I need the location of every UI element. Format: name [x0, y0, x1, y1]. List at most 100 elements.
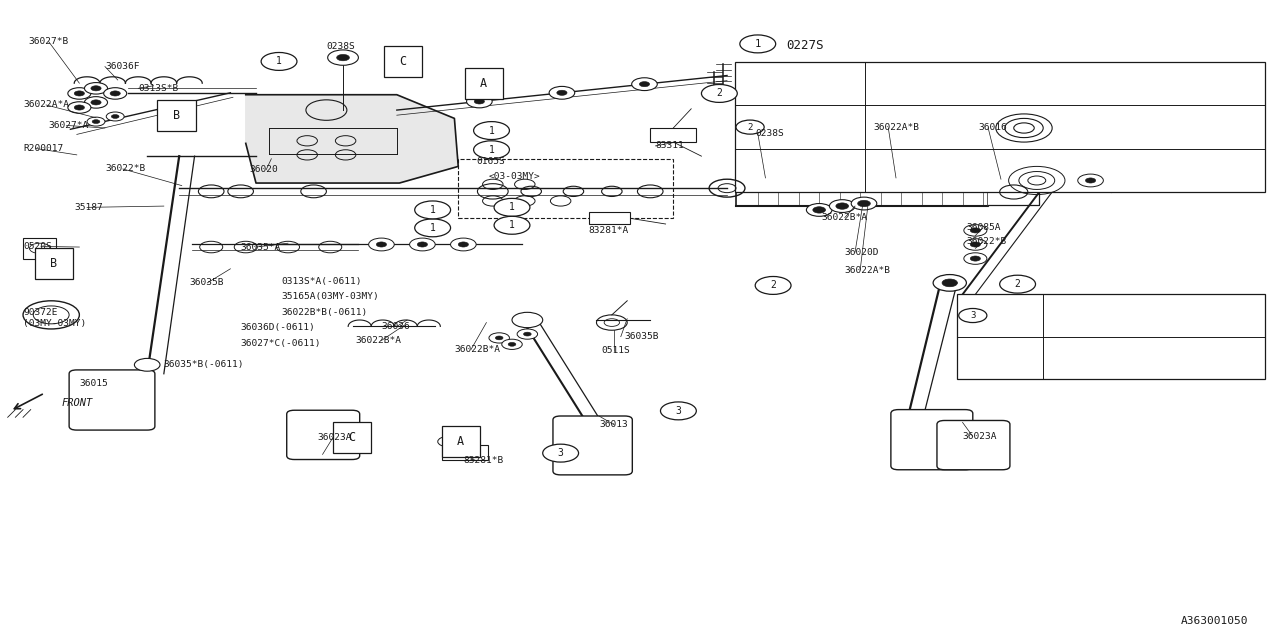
- Circle shape: [91, 86, 101, 91]
- Bar: [458, 159, 673, 218]
- Circle shape: [557, 90, 567, 95]
- Circle shape: [328, 50, 358, 65]
- Text: 35187: 35187: [74, 203, 102, 212]
- Polygon shape: [736, 178, 988, 206]
- Circle shape: [474, 141, 509, 159]
- Bar: [589, 212, 630, 224]
- Circle shape: [87, 117, 105, 126]
- FancyBboxPatch shape: [891, 410, 973, 470]
- Text: 0238S: 0238S: [326, 42, 355, 51]
- Text: (03MY0302-05MY0412): (03MY0302-05MY0412): [1010, 123, 1119, 132]
- Text: 1: 1: [489, 125, 494, 136]
- Text: 36022*B: 36022*B: [105, 164, 145, 173]
- Text: 2: 2: [1015, 279, 1020, 289]
- Circle shape: [495, 336, 503, 340]
- Bar: [465, 68, 503, 99]
- Text: 0100S: 0100S: [792, 166, 820, 175]
- Circle shape: [933, 275, 966, 291]
- Circle shape: [1000, 275, 1036, 293]
- Circle shape: [474, 122, 509, 140]
- Circle shape: [970, 228, 980, 233]
- Text: B: B: [173, 109, 180, 122]
- Circle shape: [489, 333, 509, 343]
- Text: 36036: 36036: [381, 322, 410, 331]
- Circle shape: [68, 88, 91, 99]
- Circle shape: [91, 100, 101, 105]
- Circle shape: [543, 444, 579, 462]
- Circle shape: [453, 433, 468, 440]
- Circle shape: [104, 88, 127, 99]
- Text: 36027*C(-0611): 36027*C(-0611): [241, 339, 321, 348]
- Circle shape: [261, 52, 297, 70]
- Text: 0511S: 0511S: [602, 346, 630, 355]
- Text: 36016: 36016: [978, 124, 1006, 132]
- Text: (         -04MY0303): ( -04MY0303): [1097, 311, 1212, 320]
- Text: 36036D(-0611): 36036D(-0611): [241, 323, 315, 332]
- Text: 36035*A: 36035*A: [241, 243, 280, 252]
- Bar: [650, 128, 696, 142]
- Text: 0227S: 0227S: [786, 39, 823, 52]
- Text: A: A: [480, 77, 488, 90]
- Circle shape: [417, 242, 428, 247]
- Text: 35165A(03MY-03MY): 35165A(03MY-03MY): [282, 292, 379, 301]
- Circle shape: [475, 99, 485, 104]
- Text: (04MY0304-           ): (04MY0304- ): [1091, 353, 1217, 362]
- Bar: [35, 248, 73, 279]
- Circle shape: [549, 86, 575, 99]
- Text: 36085: 36085: [1006, 311, 1036, 320]
- Bar: [735, 62, 1265, 192]
- Text: FRONT: FRONT: [61, 398, 92, 408]
- Text: 0313S*A(-0611): 0313S*A(-0611): [282, 277, 362, 286]
- Bar: [333, 422, 371, 453]
- Text: 36022B*A: 36022B*A: [822, 213, 868, 222]
- Circle shape: [512, 312, 543, 328]
- Circle shape: [410, 238, 435, 251]
- Bar: [384, 46, 422, 77]
- Circle shape: [829, 200, 855, 212]
- Text: 1: 1: [430, 205, 435, 215]
- Circle shape: [964, 239, 987, 250]
- Bar: [442, 426, 480, 457]
- Circle shape: [369, 238, 394, 251]
- Circle shape: [415, 201, 451, 219]
- Circle shape: [736, 120, 764, 134]
- Text: 0520S: 0520S: [23, 242, 51, 251]
- Text: 2: 2: [748, 123, 753, 132]
- Circle shape: [467, 442, 480, 449]
- Text: 0238S: 0238S: [755, 129, 783, 138]
- Circle shape: [755, 276, 791, 294]
- Circle shape: [858, 200, 870, 207]
- Circle shape: [660, 402, 696, 420]
- Text: 36022A*B: 36022A*B: [873, 124, 919, 132]
- Circle shape: [970, 256, 980, 261]
- Circle shape: [84, 83, 108, 94]
- Text: 2: 2: [771, 280, 776, 291]
- Text: C: C: [348, 431, 356, 444]
- Polygon shape: [246, 95, 458, 183]
- Text: 36013: 36013: [599, 420, 627, 429]
- Text: 3: 3: [676, 406, 681, 416]
- Text: 36027*A: 36027*A: [49, 121, 88, 130]
- Text: C: C: [399, 55, 407, 68]
- Circle shape: [376, 242, 387, 247]
- Text: 1: 1: [509, 220, 515, 230]
- Circle shape: [438, 436, 458, 447]
- FancyBboxPatch shape: [553, 416, 632, 475]
- Circle shape: [1078, 174, 1103, 187]
- Bar: [442, 445, 488, 460]
- Circle shape: [836, 203, 849, 209]
- Text: 36022A*A: 36022A*A: [23, 100, 69, 109]
- Circle shape: [964, 253, 987, 264]
- Text: 36022B*A: 36022B*A: [356, 336, 402, 345]
- Circle shape: [458, 242, 468, 247]
- Text: 0100S: 0100S: [792, 79, 820, 88]
- Text: 83281*A: 83281*A: [589, 226, 628, 235]
- Text: 36023A: 36023A: [317, 433, 352, 442]
- Text: 36085A: 36085A: [966, 223, 1001, 232]
- Circle shape: [524, 332, 531, 336]
- Text: 1: 1: [755, 39, 760, 49]
- Text: 83311: 83311: [655, 141, 684, 150]
- Bar: [157, 100, 196, 131]
- Text: 3: 3: [970, 311, 975, 320]
- Text: (05MY0501-              ): (05MY0501- ): [993, 166, 1137, 175]
